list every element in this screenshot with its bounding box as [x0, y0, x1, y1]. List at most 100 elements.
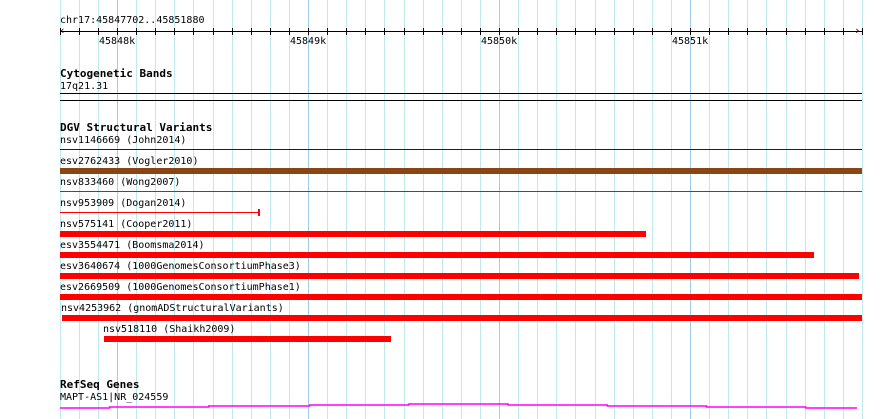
- ruler-tick: [518, 28, 519, 35]
- grid-line: [709, 0, 710, 419]
- track-title-dgv[interactable]: DGV Structural Variants: [60, 121, 213, 134]
- sv-feature[interactable]: [62, 315, 862, 321]
- sv-label: esv2762433 (Vogler2010): [60, 156, 199, 167]
- grid-line: [251, 0, 252, 419]
- sv-label: esv2669509 (1000GenomesConsortiumPhase1): [60, 282, 301, 293]
- grid-line: [480, 0, 481, 419]
- ruler-tick: [614, 28, 615, 35]
- track-title-cytobands[interactable]: Cytogenetic Bands: [60, 67, 173, 80]
- grid-line: [499, 0, 500, 419]
- ruler-tick: [270, 28, 271, 35]
- grid-line: [633, 0, 634, 419]
- grid-line: [365, 0, 366, 419]
- location-label: chr17:45847702..45851880: [60, 15, 205, 26]
- sv-feature[interactable]: [60, 294, 862, 300]
- ruler-tick: [461, 28, 462, 35]
- ruler-tick: [213, 28, 214, 35]
- sv-label: nsv4253962 (gnomADStructuralVariants): [61, 303, 284, 314]
- ruler-tick: [671, 28, 672, 35]
- sv-feature[interactable]: [60, 191, 862, 192]
- grid-line: [786, 0, 787, 419]
- ruler-tick: [232, 28, 233, 35]
- sv-label: nsv1146669 (John2014): [60, 135, 187, 146]
- ruler-tick: [346, 28, 347, 35]
- ruler-tick: [442, 28, 443, 35]
- grid-line: [671, 0, 672, 419]
- ruler-tick: [747, 28, 748, 35]
- ruler-tick: [404, 28, 405, 35]
- grid-line: [862, 0, 863, 419]
- ruler-tick: [824, 28, 825, 35]
- grid-line: [308, 0, 309, 419]
- sv-feature[interactable]: [60, 273, 859, 279]
- ruler-tick: [728, 28, 729, 35]
- sv-feature[interactable]: [60, 252, 814, 258]
- ruler-label: 45851k: [672, 36, 709, 47]
- scroll-right-arrow-icon[interactable]: ›: [854, 24, 861, 37]
- ruler-tick: [766, 28, 767, 35]
- cytoband-feature[interactable]: [60, 93, 862, 94]
- grid-line: [79, 0, 80, 419]
- ruler-tick: [537, 28, 538, 35]
- ruler-tick: [155, 28, 156, 35]
- sv-label: nsv518110 (Shaikh2009): [103, 324, 236, 335]
- ruler-tick: [60, 28, 61, 35]
- sv-feature[interactable]: [60, 231, 646, 237]
- sv-feature[interactable]: [104, 336, 391, 342]
- grid-line: [614, 0, 615, 419]
- sv-label: esv3554471 (Boomsma2014): [60, 240, 205, 251]
- ruler-tick: [556, 28, 557, 35]
- track-title-refseq[interactable]: RefSeq Genes: [60, 378, 140, 391]
- cytoband-label: 17q21.31: [60, 81, 109, 92]
- grid-line: [595, 0, 596, 419]
- ruler-tick: [786, 28, 787, 35]
- ruler-tick: [480, 28, 481, 35]
- scroll-left-arrow-icon[interactable]: ‹: [59, 24, 66, 37]
- grid-line: [327, 0, 328, 419]
- grid-line: [747, 0, 748, 419]
- grid-line: [728, 0, 729, 419]
- grid-line: [193, 0, 194, 419]
- grid-line: [232, 0, 233, 419]
- ruler-tick: [709, 28, 710, 35]
- grid-line: [60, 0, 61, 419]
- ruler-tick: [79, 28, 80, 35]
- ruler-tick: [117, 28, 118, 35]
- grid-line: [556, 0, 557, 419]
- grid-line: [423, 0, 424, 419]
- ruler-tick: [690, 28, 691, 35]
- ruler-tick: [136, 28, 137, 35]
- ruler-tick: [633, 28, 634, 35]
- ruler-tick: [595, 28, 596, 35]
- grid-line: [155, 0, 156, 419]
- ruler-tick: [251, 28, 252, 35]
- ruler-tick: [308, 28, 309, 35]
- sv-feature[interactable]: [60, 149, 862, 150]
- grid-line: [652, 0, 653, 419]
- grid-line: [270, 0, 271, 419]
- grid-line: [824, 0, 825, 419]
- grid-line: [384, 0, 385, 419]
- sv-feature[interactable]: [60, 212, 259, 213]
- grid-line: [213, 0, 214, 419]
- track-divider: [60, 100, 862, 101]
- ruler-tick: [193, 28, 194, 35]
- grid-line: [174, 0, 175, 419]
- grid-line: [575, 0, 576, 419]
- sv-label: esv3640674 (1000GenomesConsortiumPhase3): [60, 261, 301, 272]
- ruler-tick: [289, 28, 290, 35]
- ruler-tick: [423, 28, 424, 35]
- sv-feature-endcap: [258, 209, 260, 216]
- ruler-tick: [98, 28, 99, 35]
- ruler-tick: [843, 28, 844, 35]
- sv-label: nsv575141 (Cooper2011): [60, 219, 193, 230]
- grid-line: [117, 0, 118, 419]
- ruler-tick: [384, 28, 385, 35]
- grid-line: [805, 0, 806, 419]
- grid-line: [537, 0, 538, 419]
- grid-line: [442, 0, 443, 419]
- ruler-label: 45849k: [290, 36, 327, 47]
- sv-feature[interactable]: [60, 168, 862, 174]
- ruler-label: 45850k: [481, 36, 518, 47]
